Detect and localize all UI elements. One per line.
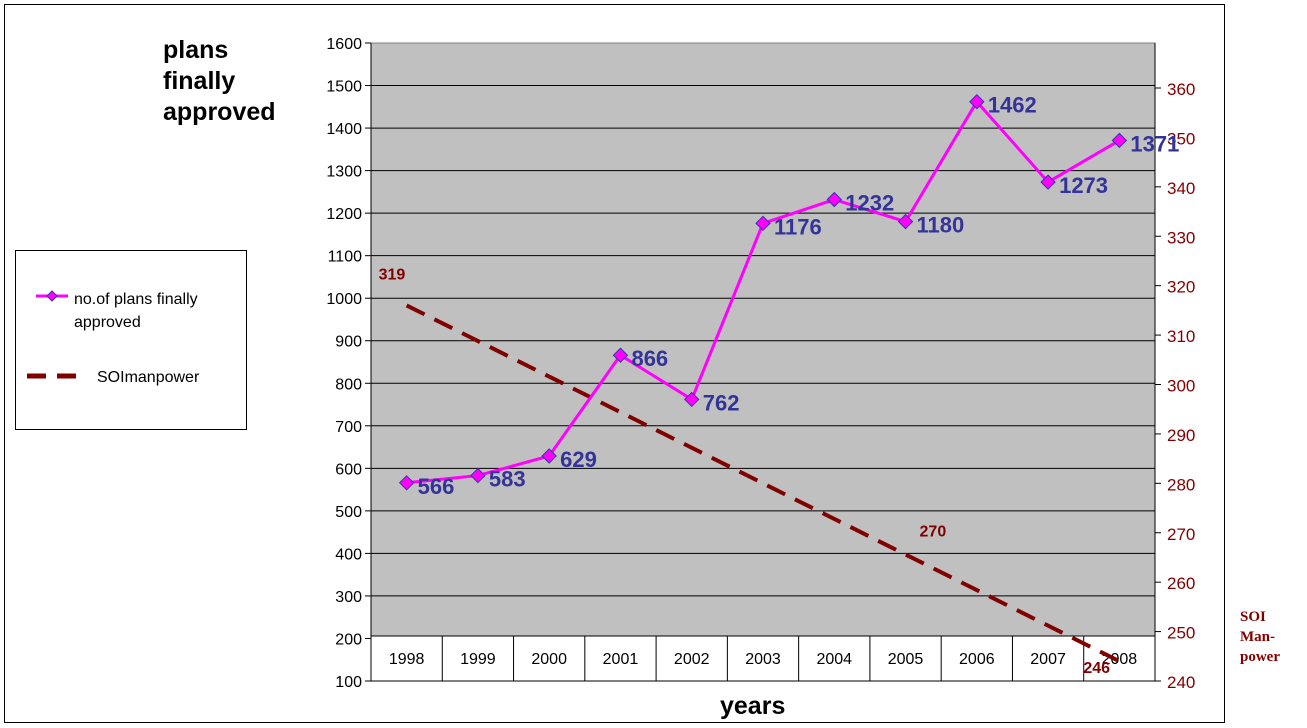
y-right-tick-label: 310 [1167, 327, 1195, 346]
y-left-tick-label: 500 [335, 504, 362, 521]
y-left-tick-label: 1000 [326, 291, 362, 308]
y-left-tick-label: 600 [335, 461, 362, 478]
plot-background [370, 42, 1156, 682]
data-point-plans [398, 475, 415, 491]
data-label-plans: 866 [631, 346, 668, 371]
y-axis-left-title: plans finally approved [163, 36, 276, 126]
legend-marker-plans [46, 290, 58, 302]
data-point-plans [612, 347, 629, 363]
y-right-tick-label: 270 [1167, 525, 1195, 544]
data-point-plans [470, 467, 486, 484]
data-point-plans [826, 191, 842, 208]
x-tick-label: 1999 [460, 651, 496, 668]
y-right-tick-label: 300 [1167, 377, 1195, 396]
x-tick-label: 2002 [674, 651, 710, 668]
y-right-tick-label: 360 [1167, 80, 1195, 99]
y-left-tick-label: 1400 [326, 121, 362, 138]
data-label-plans: 1273 [1059, 173, 1108, 198]
y-left-tick-label: 1200 [326, 206, 362, 223]
y-left-tick-label: 1300 [326, 164, 362, 181]
series-line-manpower [405, 303, 1121, 664]
y-left-tick-label: 700 [335, 419, 362, 436]
y-right-tick-label: 330 [1167, 228, 1195, 247]
y-left-tick-label: 100 [335, 674, 362, 691]
data-label-plans: 1371 [1130, 131, 1179, 156]
data-label-manpower: 319 [379, 266, 406, 283]
y-left-tick-label: 400 [335, 546, 362, 563]
y-axis-right-title: SOI Man-power [1240, 609, 1280, 665]
data-point-plans [684, 391, 700, 408]
legend: no.of plans finally approved SOImanpower [15, 250, 247, 430]
y-right-tick-label: 340 [1167, 179, 1195, 198]
legend-symbols [27, 290, 76, 379]
y-right-tick-label: 290 [1167, 426, 1195, 445]
x-tick-label: 2003 [745, 651, 781, 668]
y-right-tick-label: 240 [1167, 673, 1195, 692]
data-label-plans: 1180 [917, 213, 965, 238]
data-point-plans [755, 215, 771, 232]
data-point-plans [541, 448, 557, 464]
y-right-tick-label: 350 [1167, 129, 1195, 148]
legend-label-manpower: SOImanpower [97, 369, 200, 386]
category-band [370, 635, 1156, 682]
y-left-tick-label: 300 [335, 589, 362, 606]
x-tick-label: 2007 [1030, 651, 1066, 668]
data-label-plans: 583 [489, 467, 526, 492]
x-tick-label: 2000 [531, 651, 567, 668]
y-right-tick-label: 280 [1167, 475, 1195, 494]
y-right-tick-label: 320 [1167, 278, 1195, 297]
y-left-tick-label: 900 [335, 334, 362, 351]
y-right-tick-label: 260 [1167, 574, 1195, 593]
data-label-plans: 762 [703, 390, 740, 415]
data-label-plans: 566 [418, 474, 455, 499]
y-right-tick-label: 250 [1167, 624, 1195, 643]
data-point-plans [969, 93, 985, 110]
data-label-plans: 1462 [988, 93, 1037, 118]
y-left-tick-label: 200 [335, 631, 362, 648]
x-tick-label: 2005 [888, 651, 924, 668]
x-tick-label: 1998 [389, 651, 425, 668]
legend-label-plans: no.of plans finally approved [74, 291, 198, 331]
data-point-plans [897, 213, 914, 230]
x-axis-title: years [720, 692, 786, 720]
data-label-manpower: 246 [1083, 660, 1110, 677]
x-tick-label: 2006 [959, 651, 995, 668]
data-point-plans [1040, 174, 1056, 190]
y-left-tick-label: 1500 [326, 79, 362, 96]
data-label-plans: 1176 [774, 214, 822, 239]
data-point-plans [1111, 132, 1128, 149]
y-left-tick-label: 1100 [328, 249, 363, 266]
data-label-plans: 1232 [845, 191, 894, 216]
y-left-tick-label: 800 [335, 376, 362, 393]
y-left-tick-label: 1600 [326, 36, 362, 53]
x-tick-label: 2001 [603, 651, 639, 668]
data-label-manpower: 270 [920, 523, 947, 540]
x-tick-label: 2004 [816, 651, 852, 668]
data-label-plans: 629 [560, 447, 597, 472]
plot-area: 100 200 300 400 500 600 700 800 900 1000 1100 1200 1… [326, 36, 1195, 692]
